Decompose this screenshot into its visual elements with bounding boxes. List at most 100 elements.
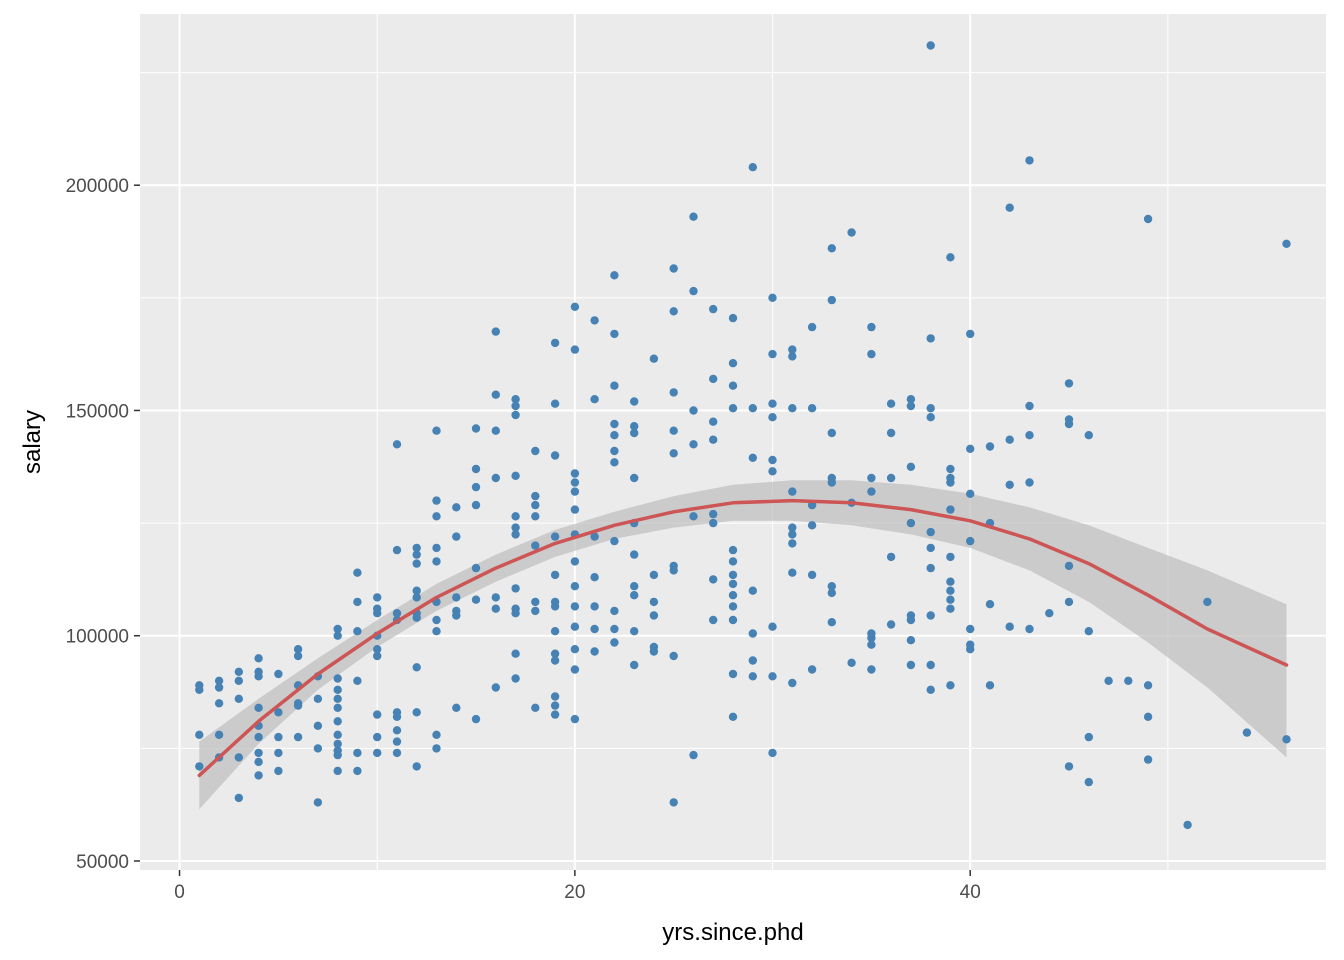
data-point [966, 624, 975, 634]
data-point [788, 530, 797, 539]
data-point [353, 748, 362, 758]
data-point [1143, 712, 1153, 721]
data-point [669, 307, 678, 316]
data-point [254, 771, 263, 780]
data-point [649, 354, 659, 363]
data-point [926, 543, 935, 553]
data-point [452, 703, 461, 712]
data-point [570, 469, 580, 478]
data-point [550, 570, 560, 580]
data-point [511, 584, 520, 593]
data-point [333, 631, 342, 640]
data-point [412, 708, 421, 717]
data-point [906, 518, 916, 528]
data-point [1183, 820, 1192, 830]
data-point [728, 712, 738, 721]
data-point [649, 597, 659, 607]
data-point [392, 737, 402, 746]
data-point [669, 449, 678, 458]
data-point [511, 401, 520, 411]
data-point [570, 487, 580, 496]
data-point [669, 426, 678, 435]
data-point [313, 721, 323, 730]
data-point [373, 593, 382, 602]
data-point [1143, 681, 1153, 690]
data-point [709, 575, 718, 584]
data-point [432, 512, 441, 521]
data-point [531, 541, 540, 550]
data-point [966, 536, 975, 546]
data-point [827, 428, 836, 438]
data-point [867, 322, 876, 332]
data-point [1064, 561, 1074, 571]
data-point [570, 714, 580, 724]
data-point [392, 748, 402, 758]
data-point [1025, 478, 1034, 487]
data-point [412, 543, 421, 553]
data-point [412, 559, 421, 568]
data-point [353, 766, 362, 776]
data-point [610, 606, 619, 616]
data-point [728, 313, 738, 323]
data-point [630, 627, 639, 636]
data-point [432, 496, 441, 505]
data-point [373, 748, 382, 758]
data-point [926, 41, 935, 50]
data-point [293, 645, 303, 654]
data-point [432, 615, 441, 625]
data-point [570, 622, 580, 631]
data-point [1242, 728, 1252, 737]
data-point [550, 338, 560, 348]
data-point [610, 624, 619, 634]
data-point [985, 681, 995, 690]
data-point [610, 638, 619, 647]
data-point [293, 701, 303, 710]
data-point [709, 509, 718, 519]
data-point [689, 440, 698, 449]
data-point [985, 600, 995, 609]
data-point [590, 573, 599, 582]
data-point [590, 647, 599, 656]
data-point [748, 163, 757, 172]
data-point [728, 404, 738, 413]
data-point [471, 464, 481, 474]
data-point [511, 523, 520, 532]
data-point [946, 595, 955, 604]
data-point [748, 656, 757, 665]
data-point [926, 404, 935, 413]
data-point [1124, 676, 1133, 685]
data-point [550, 692, 560, 701]
data-point [867, 349, 876, 359]
data-point [531, 512, 540, 521]
data-point [1084, 732, 1094, 742]
data-point [254, 748, 263, 758]
data-point [1282, 239, 1291, 248]
data-point [886, 399, 896, 408]
data-point [432, 557, 441, 566]
data-point [768, 455, 777, 465]
data-point [412, 613, 421, 622]
data-point [630, 582, 639, 591]
y-axis-title: salary [19, 410, 46, 474]
data-point [214, 676, 224, 685]
data-point [550, 451, 560, 460]
data-point [471, 500, 481, 510]
data-point [946, 464, 955, 474]
data-point [728, 669, 738, 679]
data-point [531, 606, 540, 616]
data-point [827, 295, 836, 305]
data-point [709, 615, 718, 625]
data-point [550, 656, 560, 665]
data-point [570, 602, 580, 611]
data-point [511, 674, 520, 683]
data-point [906, 660, 916, 670]
data-point [946, 681, 955, 690]
data-point [1025, 624, 1034, 634]
data-point [590, 316, 599, 325]
y-tick-label: 200000 [66, 176, 129, 197]
data-point [491, 683, 500, 692]
data-point [234, 753, 243, 762]
data-point [926, 527, 935, 537]
data-point [412, 762, 421, 771]
